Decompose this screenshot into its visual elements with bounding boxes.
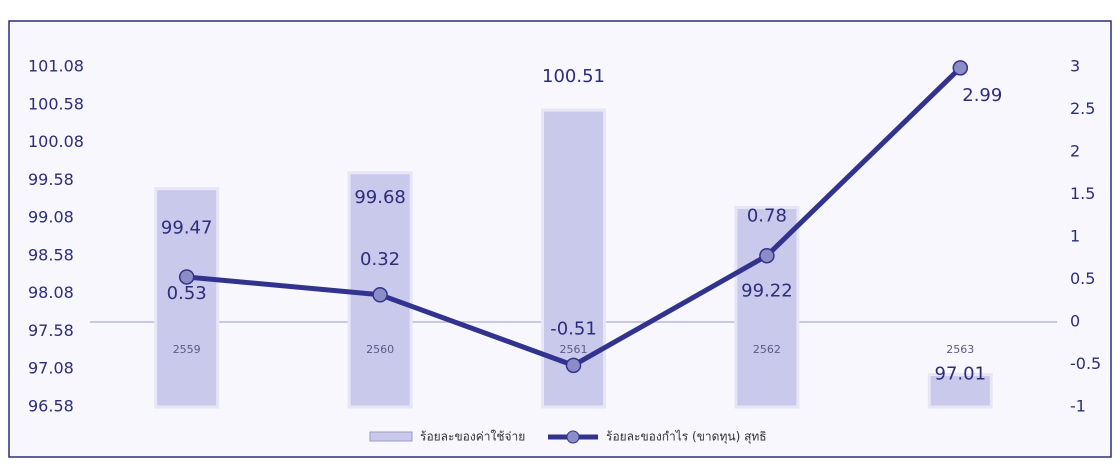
y2-tick-label: 3 [1070, 57, 1080, 76]
bar [734, 206, 800, 409]
x-tick-label: 2563 [946, 343, 974, 356]
line-value-label: 2.99 [962, 85, 1002, 106]
y-tick-label: 100.58 [28, 94, 84, 113]
line-value-label: 0.32 [360, 249, 400, 270]
y-tick-label: 101.08 [28, 57, 84, 76]
y2-tick-label: -0.5 [1070, 354, 1101, 373]
line-point [759, 247, 775, 264]
y-tick-label: 96.58 [28, 397, 74, 416]
bar [927, 373, 993, 409]
y-tick-label: 98.58 [28, 245, 74, 264]
x-tick-label: 2562 [753, 343, 781, 356]
y2-tick-label: -1 [1070, 397, 1086, 416]
x-tick-label: 2560 [366, 343, 394, 356]
y2-tick-label: 2 [1070, 142, 1080, 161]
legend-swatch-bar [369, 431, 413, 442]
bar-value-label: 100.51 [542, 66, 605, 87]
y2-tick-label: 1 [1070, 227, 1080, 246]
y2-tick-label: 0.5 [1070, 269, 1095, 288]
y-tick-label: 99.08 [28, 208, 74, 227]
bar-value-label: 97.01 [935, 364, 987, 385]
line-value-label: 0.53 [167, 283, 207, 304]
y2-tick-label: 2.5 [1070, 99, 1095, 118]
y2-tick-label: 1.5 [1070, 184, 1095, 203]
line-point [178, 269, 195, 285]
y-tick-label: 97.58 [28, 321, 74, 340]
x-tick-label: 2559 [173, 343, 201, 356]
line-value-label: -0.51 [550, 318, 597, 339]
x-tick-label: 2561 [560, 343, 588, 356]
legend-label: ร้อยละของค่าใช้จ่าย [420, 430, 525, 444]
bar-value-label: 99.68 [354, 187, 406, 208]
bar-value-label: 99.47 [161, 218, 213, 239]
bar [154, 187, 220, 409]
y-tick-label: 98.08 [28, 283, 74, 302]
line-point [565, 357, 582, 374]
legend-label: ร้อยละของกำไร (ขาดทุน) สุทธิ [606, 430, 767, 445]
line-value-label: 0.78 [747, 206, 787, 227]
legend-swatch-point [566, 430, 580, 444]
line-point [952, 60, 969, 76]
line-point [372, 287, 388, 303]
y-tick-label: 99.58 [28, 170, 74, 189]
y-tick-label: 97.08 [28, 359, 74, 378]
bar-value-label: 99.22 [741, 281, 793, 302]
y2-tick-label: 0 [1070, 312, 1080, 331]
y-tick-label: 100.08 [28, 132, 84, 151]
